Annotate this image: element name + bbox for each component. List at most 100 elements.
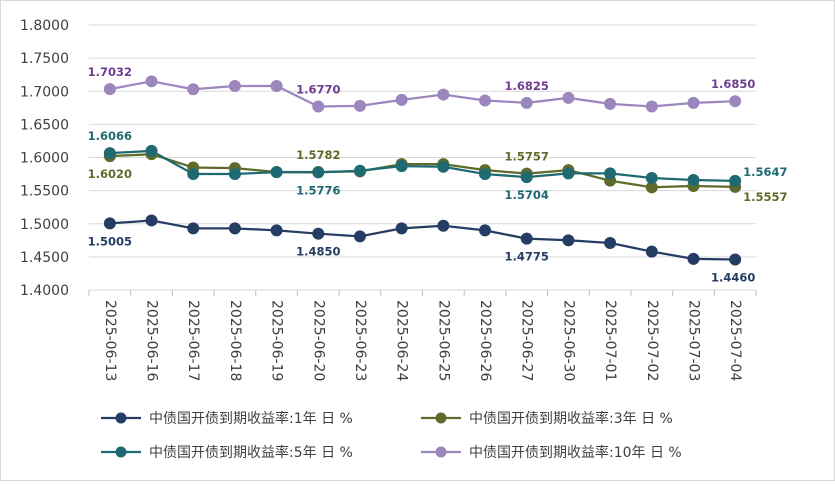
data-point — [103, 83, 116, 96]
x-tick-label: 2025-06-20 — [310, 300, 326, 381]
data-point — [353, 164, 366, 177]
data-label: 1.6066 — [88, 129, 132, 143]
y-tick-label: 1.6000 — [20, 151, 69, 167]
legend-marker — [115, 446, 127, 458]
y-tick-label: 1.6500 — [20, 117, 69, 133]
data-point — [187, 168, 200, 181]
data-point — [645, 245, 658, 258]
legend-entry: 中债国开债到期收益率:3年 日 % — [421, 410, 673, 427]
data-point — [270, 79, 283, 92]
series-line-3 — [109, 80, 736, 108]
data-point — [645, 172, 658, 185]
data-point — [479, 224, 492, 237]
data-point — [562, 234, 575, 247]
data-point — [187, 222, 200, 235]
data-point — [479, 94, 492, 107]
data-label: 1.4850 — [296, 245, 340, 259]
data-point — [228, 222, 241, 235]
data-point — [103, 147, 116, 160]
data-point — [395, 160, 408, 173]
data-point — [729, 174, 742, 187]
data-point — [353, 230, 366, 243]
data-label: 1.6850 — [711, 77, 755, 91]
x-tick-label: 2025-06-30 — [560, 300, 576, 381]
data-label: 1.5704 — [505, 188, 549, 202]
data-point — [562, 167, 575, 180]
data-point — [228, 79, 241, 92]
data-point — [437, 219, 450, 232]
data-point — [687, 174, 700, 187]
data-point — [270, 166, 283, 179]
y-tick-label: 1.5500 — [20, 184, 69, 200]
legend-marker — [435, 412, 447, 424]
data-point — [437, 160, 450, 173]
data-point — [645, 100, 658, 113]
data-point — [395, 93, 408, 106]
data-point — [145, 214, 158, 227]
y-tick-label: 1.7500 — [20, 51, 69, 67]
data-point — [437, 88, 450, 101]
legend: 中债国开债到期收益率:1年 日 % 中债国开债到期收益率:3年 日 % 中债国开债到… — [101, 410, 682, 461]
series-line-0 — [109, 219, 736, 261]
series-line-1 — [109, 153, 736, 189]
data-label: 1.5005 — [88, 234, 132, 248]
data-point — [479, 168, 492, 181]
x-axis-ticks: 2025-06-13 2025-06-16 2025-06-17 2025-06-18… — [102, 300, 743, 381]
data-label: 1.5647 — [743, 165, 787, 179]
data-label: 1.6770 — [296, 82, 340, 96]
x-tick-label: 2025-07-01 — [602, 300, 618, 381]
data-point — [395, 222, 408, 235]
data-point — [520, 96, 533, 109]
x-tick-label: 2025-07-04 — [727, 300, 743, 381]
y-tick-label: 1.4500 — [20, 250, 69, 266]
legend-marker — [435, 446, 447, 458]
x-tick-label: 2025-06-17 — [185, 300, 201, 381]
data-point — [145, 144, 158, 157]
data-point — [562, 91, 575, 104]
x-tick-label: 2025-06-16 — [144, 300, 160, 381]
data-point — [604, 97, 617, 110]
series-line-2 — [109, 149, 736, 183]
data-point — [353, 99, 366, 112]
data-point — [604, 236, 617, 249]
legend-marker — [115, 412, 127, 424]
data-point — [604, 167, 617, 180]
data-point — [312, 166, 325, 179]
legend-label: 中债国开债到期收益率:10年 日 % — [469, 444, 682, 461]
data-label: 1.7032 — [88, 65, 132, 79]
data-point — [187, 83, 200, 96]
data-point — [228, 168, 241, 181]
data-label: 1.6825 — [505, 79, 549, 93]
data-label: 1.4775 — [505, 250, 549, 264]
x-tick-label: 2025-07-02 — [644, 300, 660, 381]
data-labels: 1.5005 1.4850 1.4775 1.4460 1.6020 1.5782 1.57… — [88, 65, 788, 284]
data-point — [145, 75, 158, 88]
x-tick-label: 2025-06-23 — [352, 300, 368, 381]
data-label: 1.5557 — [743, 190, 787, 204]
y-axis-ticks: 1.4000 1.4500 1.5000 1.5500 1.6000 1.6500 1.70… — [20, 18, 69, 299]
x-tick-label: 2025-07-03 — [685, 300, 701, 381]
x-axis-tick-marks — [88, 290, 757, 296]
x-tick-label: 2025-06-18 — [227, 300, 243, 381]
legend-entry: 中债国开债到期收益率:10年 日 % — [421, 444, 682, 461]
data-point — [312, 227, 325, 240]
x-tick-label: 2025-06-26 — [477, 300, 493, 381]
x-tick-label: 2025-06-13 — [102, 300, 118, 381]
legend-label: 中债国开债到期收益率:3年 日 % — [469, 410, 673, 427]
y-tick-label: 1.5000 — [20, 217, 69, 233]
legend-entry: 中债国开债到期收益率:5年 日 % — [101, 444, 353, 461]
data-point — [520, 171, 533, 184]
data-label: 1.5776 — [296, 183, 340, 197]
y-tick-label: 1.8000 — [20, 18, 69, 34]
data-point — [270, 224, 283, 237]
data-label: 1.4460 — [711, 271, 755, 285]
legend-label: 中债国开债到期收益率:1年 日 % — [149, 410, 353, 427]
series-points — [103, 75, 742, 266]
x-tick-label: 2025-06-19 — [269, 300, 285, 381]
data-point — [687, 252, 700, 265]
x-tick-label: 2025-06-25 — [435, 300, 451, 381]
data-point — [729, 253, 742, 266]
legend-entry: 中债国开债到期收益率:1年 日 % — [101, 410, 353, 427]
